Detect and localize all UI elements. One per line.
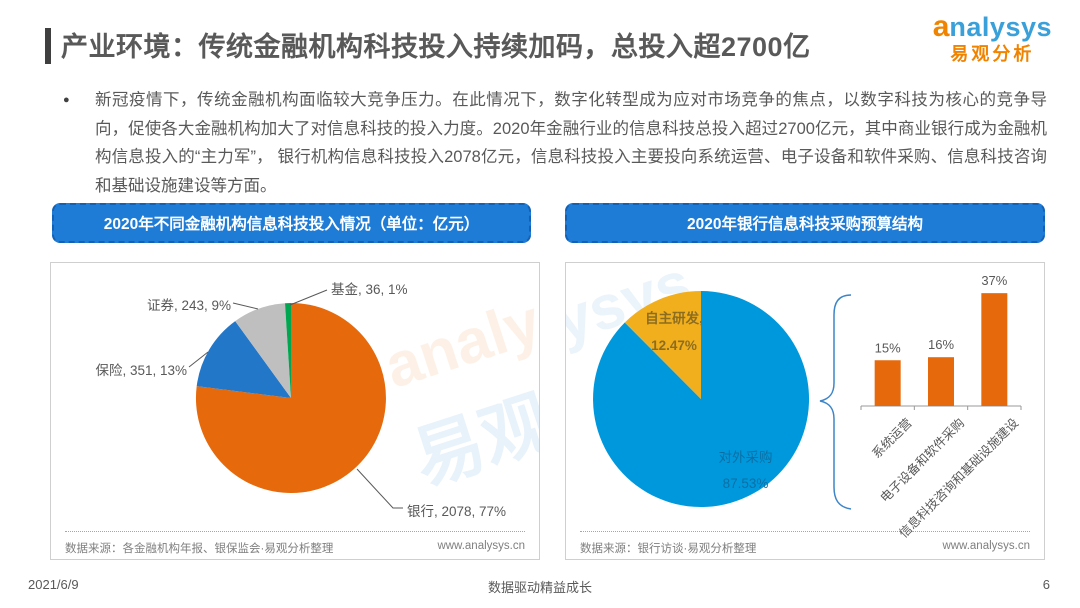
bar-value-label: 15% <box>875 340 901 355</box>
pie-slice-3 <box>285 303 291 398</box>
footer-slogan: 数据驱动精益成长 <box>487 580 592 595</box>
left-chart-panel: analysys 易观 基金, 36, 1% 证券, 243, 9% 保险, 3… <box>50 262 540 560</box>
pie-slice-0 <box>593 291 810 507</box>
pie-slice-2 <box>235 303 291 398</box>
logo-swirl-icon: a <box>932 10 950 43</box>
leader-line-fund <box>289 289 328 306</box>
pie-slice-0 <box>195 303 386 493</box>
left-chart-title-banner: 2020年不同金融机构信息科技投入情况（单位：亿元） <box>52 203 531 243</box>
left-website-link[interactable]: www.analysys.cn <box>437 540 525 552</box>
pie-label-fund: 基金, 36, 1% <box>331 282 408 297</box>
logo-brand-text: nalysys <box>949 12 1052 42</box>
footer-date: 2021/6/9 <box>28 577 79 592</box>
title-accent-bar <box>45 28 51 64</box>
pie-label-securities: 证券, 243, 9% <box>146 298 231 313</box>
intro-paragraph: 新冠疫情下，传统金融机构面临较大竞争压力。在此情况下，数字化转型成为应对市场竞争… <box>95 91 1047 195</box>
bar-value-label: 16% <box>928 337 954 352</box>
bar-1 <box>928 357 954 406</box>
right-chart-title-banner: 2020年银行信息科技采购预算结构 <box>565 203 1045 243</box>
institution-pie-chart <box>188 289 403 509</box>
leader-line-securities <box>232 302 259 310</box>
pie-label-outsource-name: 对外采购 <box>718 450 773 465</box>
pie-label-insurance: 保险, 351, 13% <box>95 363 187 378</box>
pie-label-selfdev: 自主研发, 12.47% <box>624 305 724 359</box>
pie-slice-1 <box>196 321 291 398</box>
right-chart-panel: ysys 15% 16% 37% 自主研发, 12.47% 对外采购 87.53% … <box>565 262 1045 560</box>
leader-line-bank <box>356 468 403 509</box>
brace-connector <box>819 294 852 510</box>
right-data-source: 数据来源：银行访谈·易观分析整理 <box>580 543 757 555</box>
bar-2 <box>981 293 1008 406</box>
page-title: 产业环境：传统金融机构科技投入持续加码，总投入超2700亿 <box>61 32 811 62</box>
pie-slice-1 <box>624 291 701 399</box>
pie-label-selfdev-name: 自主研发, <box>645 311 703 326</box>
leader-line-insurance <box>188 351 209 368</box>
logo-wordmark: analysys <box>933 12 1052 42</box>
right-website-link[interactable]: www.analysys.cn <box>942 540 1030 552</box>
bullet-icon: ● <box>63 94 70 106</box>
analysys-logo: analysys 易观分析 <box>933 12 1052 64</box>
pie-label-outsource-pct: 87.53% <box>722 476 769 491</box>
procurement-pie-bar-chart: 15% 16% 37% <box>593 273 1022 510</box>
pie-label-outsource: 对外采购 87.53% <box>698 445 793 497</box>
pie-label-selfdev-pct: 12.47% <box>651 338 697 353</box>
logo-chinese-name: 易观分析 <box>950 44 1035 64</box>
left-data-source: 数据来源：各金融机构年报、银保监会·易观分析整理 <box>65 543 334 555</box>
bar-0 <box>874 360 901 406</box>
bar-value-label: 37% <box>981 273 1007 288</box>
pie-label-bank: 银行, 2078, 77% <box>407 504 507 519</box>
footer-page-number: 6 <box>1042 577 1050 592</box>
